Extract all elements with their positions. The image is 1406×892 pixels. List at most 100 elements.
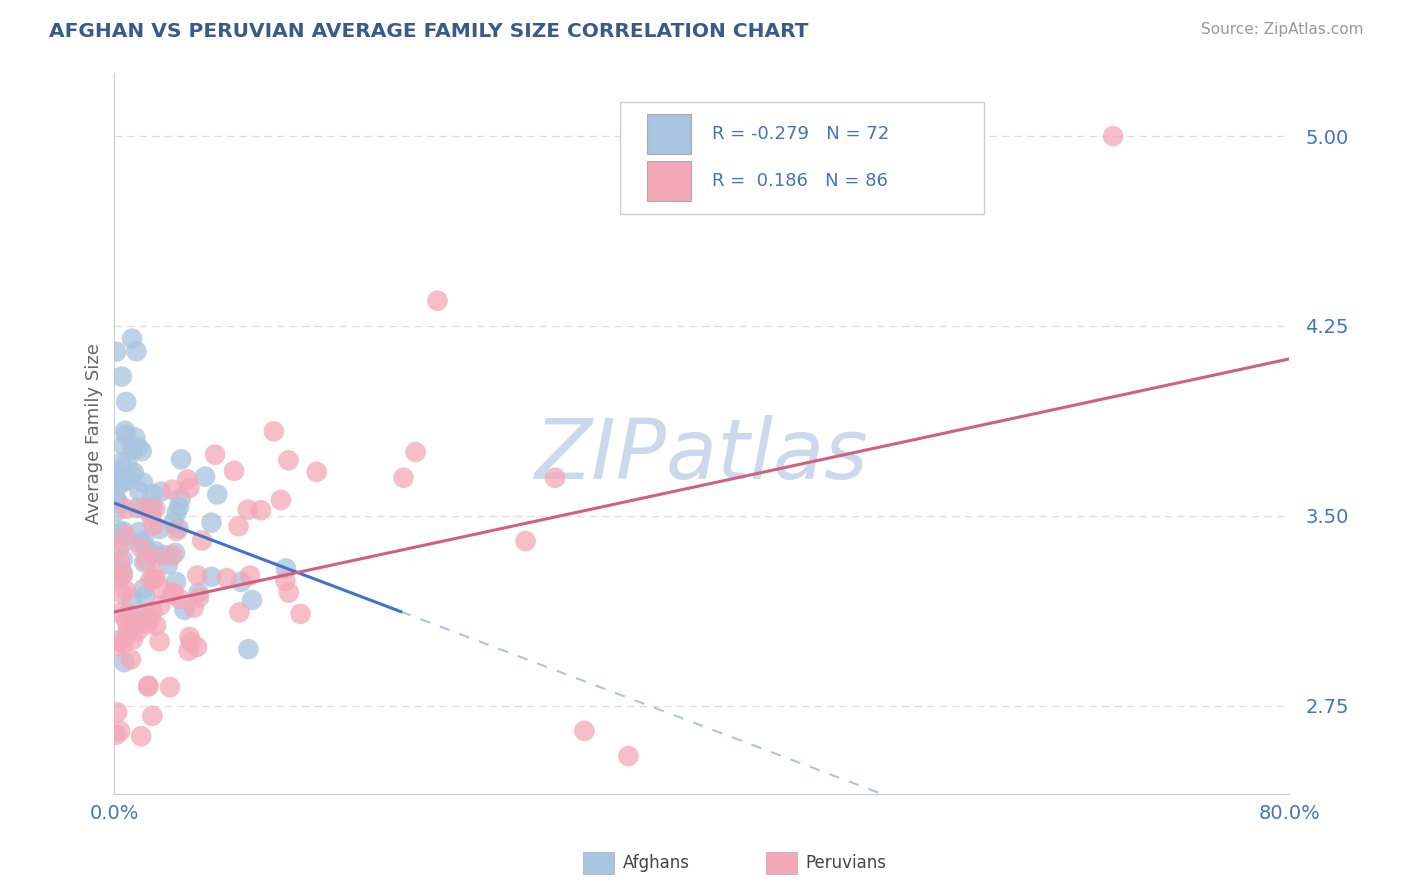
Point xyxy=(183,600,205,615)
Text: R = -0.279   N = 72: R = -0.279 N = 72 xyxy=(713,125,890,144)
Point xyxy=(149,634,172,648)
Point xyxy=(114,583,136,598)
Point xyxy=(405,445,427,459)
Point xyxy=(167,500,190,514)
FancyBboxPatch shape xyxy=(620,102,984,213)
Point xyxy=(204,448,226,462)
Point xyxy=(188,591,211,605)
Point xyxy=(574,723,596,738)
Point xyxy=(104,571,127,585)
Point xyxy=(263,425,285,439)
Point xyxy=(136,680,159,694)
Point xyxy=(163,546,186,560)
Point xyxy=(114,424,136,438)
Point xyxy=(132,475,155,490)
Point xyxy=(274,561,297,575)
Point xyxy=(162,585,184,599)
Point xyxy=(122,608,145,623)
Point xyxy=(105,344,128,359)
Point xyxy=(165,524,187,538)
Point xyxy=(134,609,156,624)
Point xyxy=(145,618,167,632)
Point xyxy=(165,574,187,589)
Point xyxy=(114,529,136,543)
Point xyxy=(179,630,201,644)
Point xyxy=(107,523,129,537)
Point xyxy=(191,533,214,548)
Point xyxy=(229,574,252,589)
Point xyxy=(107,496,129,510)
Point xyxy=(121,468,143,483)
Point xyxy=(162,483,184,497)
Text: R =  0.186   N = 86: R = 0.186 N = 86 xyxy=(713,172,889,190)
Point xyxy=(215,571,238,585)
Point xyxy=(131,444,153,458)
Point xyxy=(107,469,129,483)
Point xyxy=(108,556,131,570)
Point xyxy=(228,606,250,620)
Point xyxy=(277,453,299,467)
Point xyxy=(250,503,273,517)
Point xyxy=(236,502,259,516)
Point xyxy=(139,611,162,625)
Bar xyxy=(647,161,692,201)
Point xyxy=(129,729,152,743)
Point xyxy=(111,567,134,582)
Point xyxy=(222,464,245,478)
Point xyxy=(122,622,145,636)
Point xyxy=(129,541,152,555)
Point xyxy=(111,552,134,566)
Point xyxy=(108,570,131,584)
Point xyxy=(111,566,134,580)
Point xyxy=(122,466,145,480)
Point xyxy=(426,293,449,308)
Point xyxy=(270,492,292,507)
Point xyxy=(149,599,172,613)
Point xyxy=(141,509,163,524)
Text: ZIPatlas: ZIPatlas xyxy=(536,415,869,496)
Point xyxy=(149,484,172,499)
Point xyxy=(115,627,138,641)
Point xyxy=(127,440,149,454)
Point xyxy=(186,640,208,654)
Point xyxy=(112,438,135,452)
Point xyxy=(173,603,195,617)
Point xyxy=(145,550,167,565)
Point xyxy=(134,589,156,603)
Point xyxy=(117,606,139,620)
Point xyxy=(132,582,155,596)
Point xyxy=(110,606,132,620)
Point xyxy=(128,484,150,499)
Point xyxy=(274,574,297,588)
Point xyxy=(132,501,155,516)
Point xyxy=(127,624,149,639)
Y-axis label: Average Family Size: Average Family Size xyxy=(86,343,103,524)
Point xyxy=(122,443,145,458)
Point xyxy=(105,706,128,720)
Point xyxy=(104,473,127,487)
Point xyxy=(290,607,312,621)
Point xyxy=(162,516,184,530)
Point xyxy=(104,559,127,574)
Point xyxy=(121,591,143,606)
Point xyxy=(159,680,181,694)
Point xyxy=(141,708,163,723)
Point xyxy=(150,582,173,596)
Point xyxy=(105,633,128,648)
Point xyxy=(277,585,299,599)
Point xyxy=(128,524,150,539)
Point xyxy=(180,635,202,649)
Point xyxy=(515,534,537,549)
Point xyxy=(111,587,134,601)
Point xyxy=(145,544,167,558)
Point xyxy=(160,549,183,563)
Point xyxy=(111,369,134,384)
Point xyxy=(104,464,127,478)
Point xyxy=(124,430,146,444)
Point xyxy=(145,570,167,584)
Point xyxy=(176,472,198,486)
Point xyxy=(142,604,165,618)
Point xyxy=(115,502,138,516)
Point xyxy=(115,395,138,409)
Point xyxy=(162,587,184,601)
